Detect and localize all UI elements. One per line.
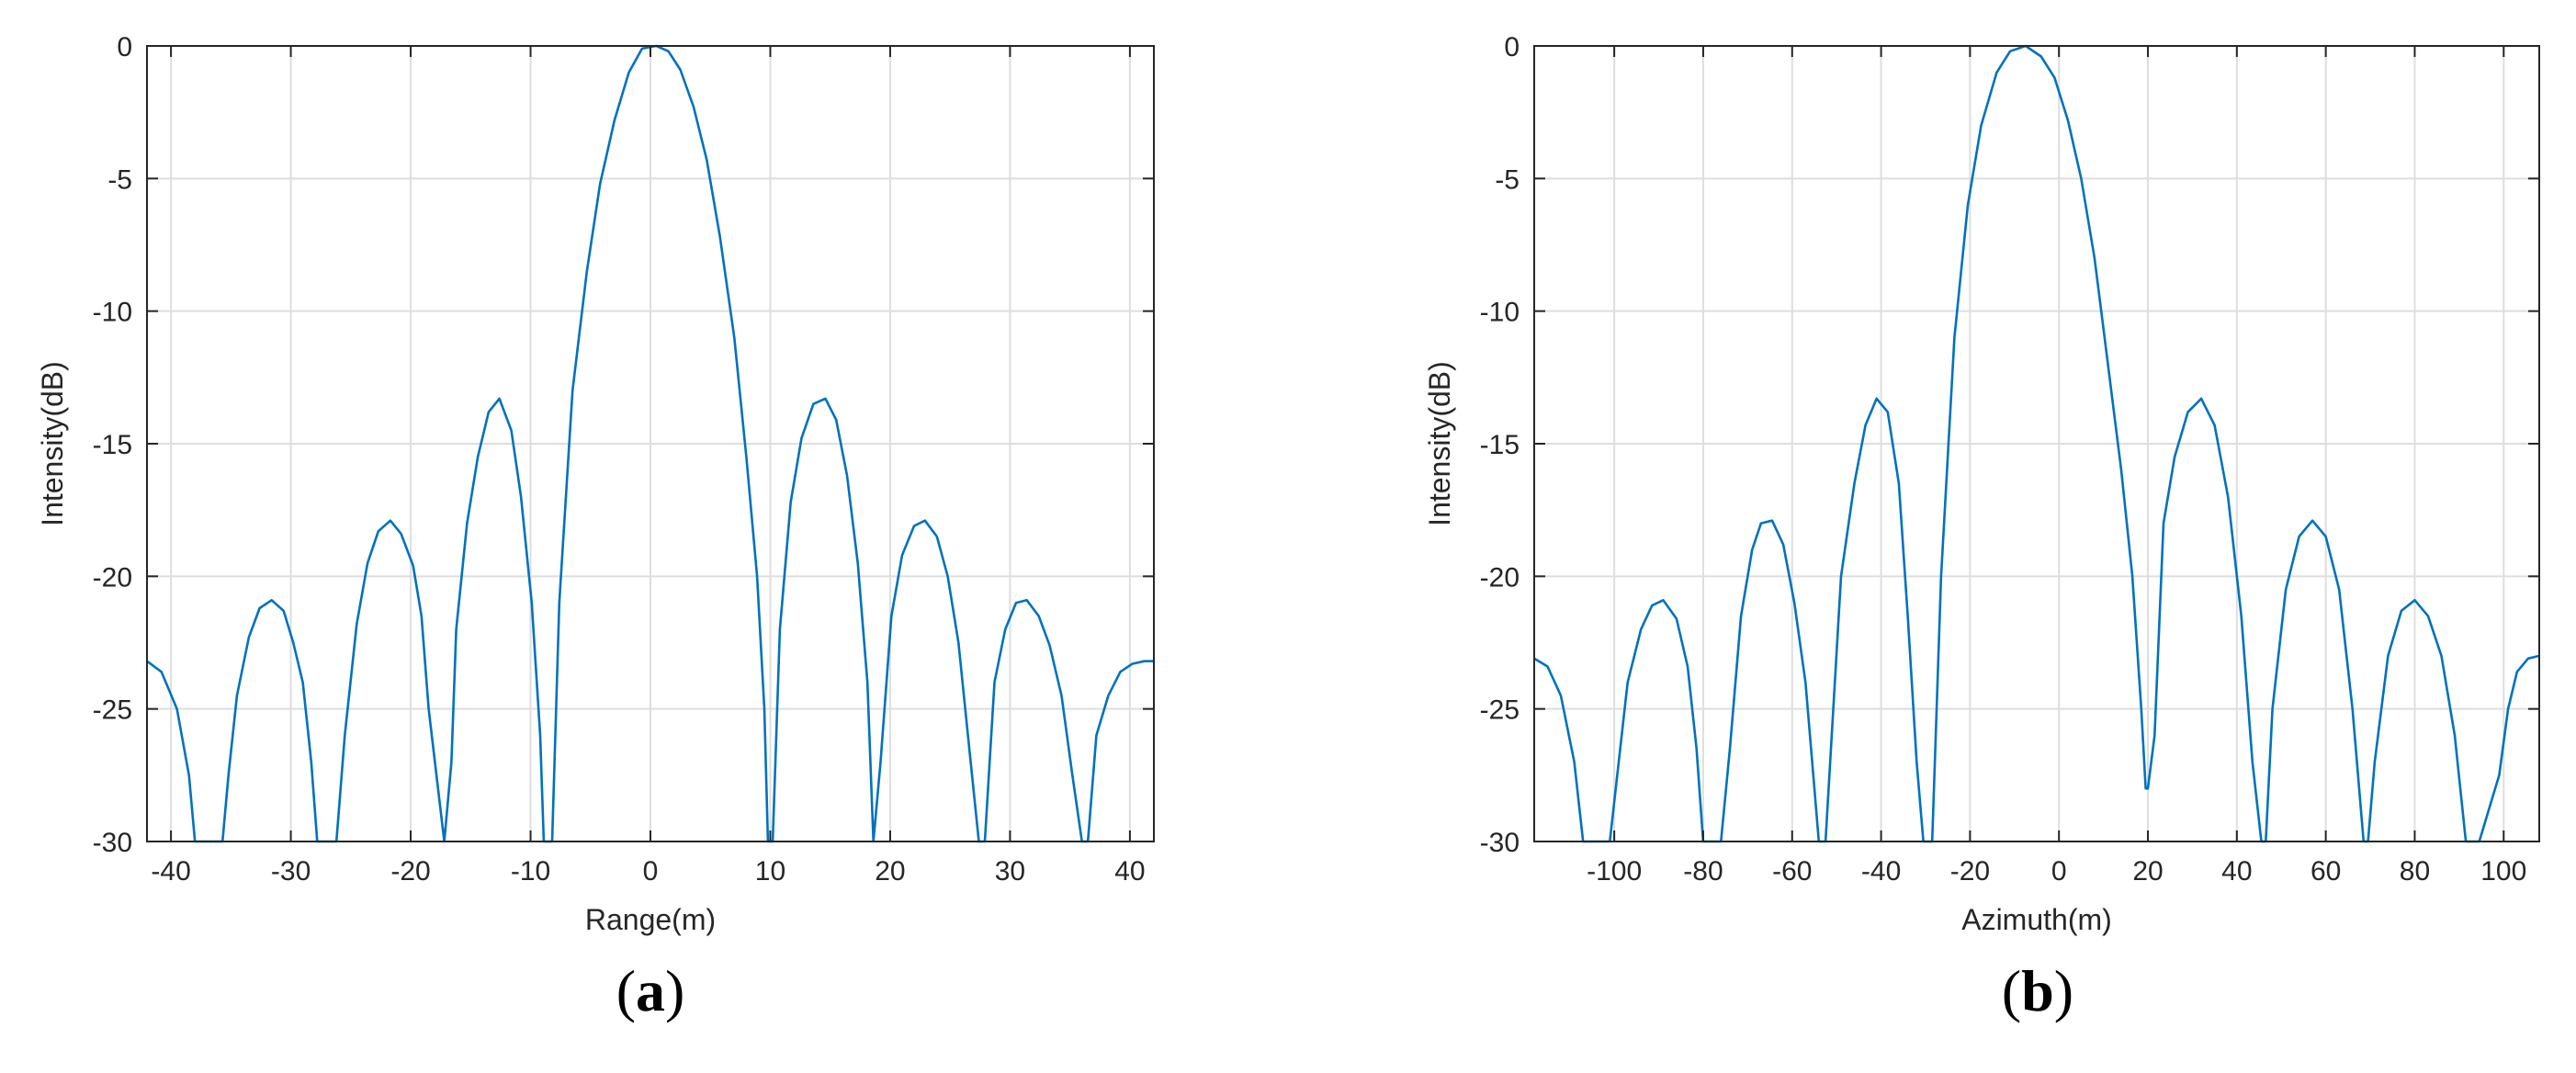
x-tick-label: -20 <box>390 856 430 887</box>
y-tick-label: -30 <box>1480 828 1520 858</box>
chart-panel-a: -40 -30 -20 -10 0 10 20 30 40 0 -5 -10 -15 -20 -25 -30 R… <box>36 32 1155 1023</box>
panel-letter: a <box>636 958 665 1023</box>
x-axis-label: Azimuth(m) <box>1961 903 2112 936</box>
x-tick-label: -80 <box>1683 856 1723 887</box>
y-tick-label: -15 <box>93 430 132 460</box>
y-tick-label: -15 <box>1480 430 1520 460</box>
x-tick-label: 60 <box>2310 856 2341 887</box>
x-axis-label: Range(m) <box>585 903 716 936</box>
y-tick-label: -25 <box>1480 695 1520 726</box>
x-tick-label: -10 <box>511 856 550 887</box>
x-tick-label: 20 <box>875 856 905 887</box>
y-tick-label: 0 <box>1504 32 1520 62</box>
y-tick-label: -5 <box>1495 164 1520 195</box>
x-tick-label: 40 <box>1114 856 1145 887</box>
y-tick-label: -20 <box>1480 562 1520 593</box>
panel-label: (a) <box>616 958 685 1023</box>
y-tick-label: 0 <box>117 32 132 62</box>
series-line <box>146 44 1154 843</box>
panel-label: (b) <box>2002 958 2073 1023</box>
x-tick-label: 20 <box>2132 856 2163 887</box>
y-axis-label: Intensity(dB) <box>36 361 69 526</box>
x-tick-label: 100 <box>2480 856 2526 887</box>
x-tick-label: 80 <box>2400 856 2430 887</box>
x-tick-label: -40 <box>1861 856 1901 887</box>
x-tick-label: -60 <box>1772 856 1812 887</box>
x-tick-label: 0 <box>643 856 659 887</box>
y-tick-label: -10 <box>93 298 132 328</box>
chart-panel-b: -100 -80 -60 -40 -20 0 20 40 60 80 100 0 -5 -10 -15 -20… <box>1423 32 2540 1023</box>
y-tick-label: -30 <box>93 828 132 858</box>
y-tick-label: -5 <box>107 164 132 195</box>
x-tick-label: 10 <box>755 856 785 887</box>
panel-letter: b <box>2021 958 2054 1023</box>
y-tick-label: -10 <box>1480 298 1520 328</box>
y-tick-label: -25 <box>93 695 132 726</box>
x-tick-label: 0 <box>2051 856 2067 887</box>
x-tick-label: -100 <box>1587 856 1642 887</box>
x-tick-label: -20 <box>1950 856 1990 887</box>
x-tick-label: -40 <box>151 856 190 887</box>
y-axis-label: Intensity(dB) <box>1423 361 1456 526</box>
x-tick-label: -30 <box>271 856 311 887</box>
x-tick-label: 40 <box>2221 856 2252 887</box>
x-tick-label: 30 <box>995 856 1025 887</box>
y-tick-label: -20 <box>93 562 132 593</box>
